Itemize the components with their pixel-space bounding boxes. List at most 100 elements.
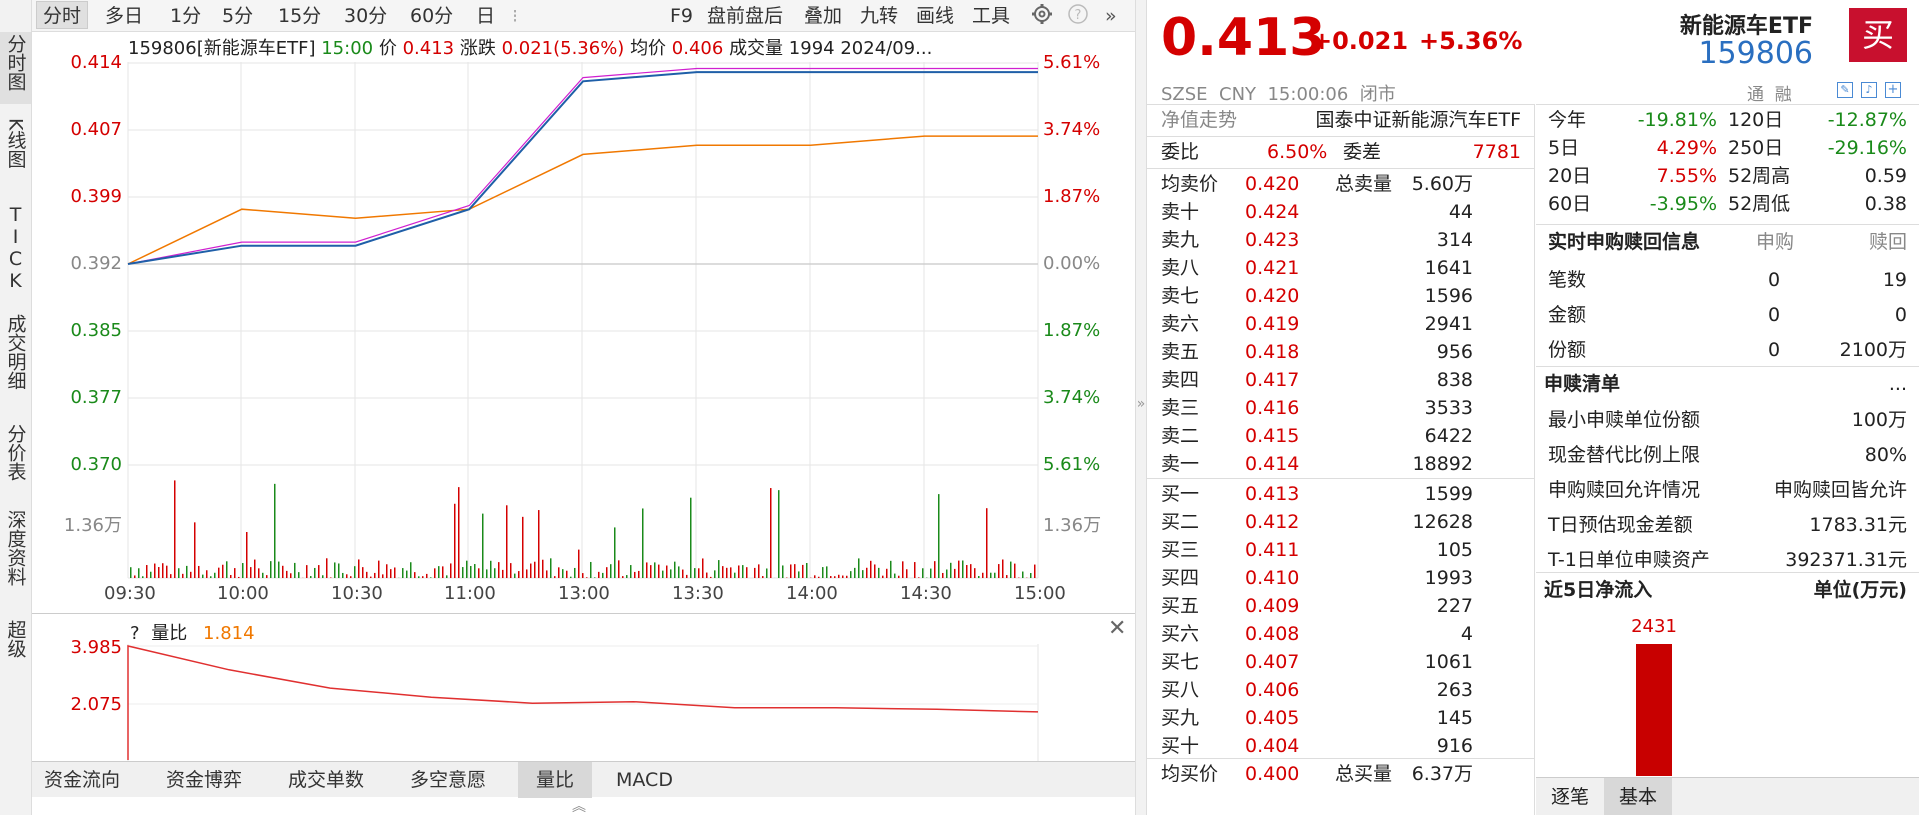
- chevron-up-icon[interactable]: ︽: [572, 799, 586, 815]
- perf-row: 今年 -19.81% 120日 -12.87%: [1548, 109, 1907, 131]
- tab-fund-flow[interactable]: 资金流向: [44, 769, 121, 791]
- bid-row[interactable]: 买二 0.412 12628: [1147, 508, 1535, 536]
- x-label: 11:00: [444, 583, 496, 604]
- vtab-price-table[interactable]: 分价表: [4, 424, 27, 481]
- bid-row[interactable]: 买五 0.409 227: [1147, 592, 1535, 620]
- volume-bar: [598, 571, 600, 578]
- pre-post-market-button[interactable]: 盘前盘后: [707, 5, 784, 27]
- ask-price: 0.424: [1245, 201, 1300, 223]
- bid-avg-row: 均买价 0.400 总买量 6.37万: [1161, 763, 1473, 785]
- volume-bar: [566, 570, 568, 578]
- overlay-button[interactable]: 叠加: [804, 5, 843, 27]
- tab-intraday[interactable]: 分时: [36, 1, 89, 29]
- tab-15min[interactable]: 15分: [278, 5, 322, 27]
- volume-bar: [962, 560, 964, 578]
- ask-row[interactable]: 卖十 0.424 44: [1147, 198, 1535, 226]
- ask-row[interactable]: 卖九 0.423 314: [1147, 226, 1535, 254]
- ask-row[interactable]: 卖五 0.418 956: [1147, 338, 1535, 366]
- volume-bar: [950, 562, 952, 578]
- draw-line-button[interactable]: 画线: [916, 5, 955, 27]
- bid-row[interactable]: 买三 0.411 105: [1147, 536, 1535, 564]
- x-label: 15:00: [1014, 583, 1066, 604]
- volume-bar: [758, 564, 760, 578]
- more-dots-icon[interactable]: ⁝: [512, 5, 519, 27]
- tools-button[interactable]: 工具: [972, 5, 1011, 27]
- tab-1min[interactable]: 1分: [170, 5, 202, 27]
- bid-row[interactable]: 买一 0.413 1599: [1147, 480, 1535, 508]
- bid-row[interactable]: 买九 0.405 145: [1147, 704, 1535, 732]
- list-row: 现金替代比例上限 80%: [1548, 444, 1907, 466]
- tab-5min[interactable]: 5分: [222, 5, 254, 27]
- y-label-right: 3.74%: [1043, 119, 1101, 140]
- tab-30min[interactable]: 30分: [344, 5, 388, 27]
- ask-row[interactable]: 卖七 0.420 1596: [1147, 282, 1535, 310]
- f9-button[interactable]: F9: [670, 5, 694, 27]
- tab-bull-bear[interactable]: 多空意愿: [410, 769, 487, 791]
- more-icon[interactable]: ...: [1888, 373, 1907, 395]
- nav-row[interactable]: 净值走势 国泰中证新能源汽车ETF: [1161, 109, 1521, 131]
- vtab-intraday[interactable]: 分时图: [0, 32, 31, 104]
- ask-row[interactable]: 卖二 0.415 6422: [1147, 422, 1535, 450]
- vtab-tick[interactable]: TICK: [4, 204, 27, 292]
- y-label-left: 0.385: [70, 320, 122, 341]
- flow-bar: [1636, 644, 1672, 776]
- panel-divider[interactable]: »: [1135, 0, 1147, 815]
- ask-row[interactable]: 卖四 0.417 838: [1147, 366, 1535, 394]
- volume-bar: [838, 574, 840, 578]
- bid-row[interactable]: 买六 0.408 4: [1147, 620, 1535, 648]
- bid-label: 买十: [1161, 735, 1200, 757]
- add-icon[interactable]: +: [1885, 82, 1901, 98]
- tab-60min[interactable]: 60分: [410, 5, 454, 27]
- bid-row[interactable]: 买八 0.406 263: [1147, 676, 1535, 704]
- vtab-depth[interactable]: 深度资料: [4, 510, 27, 586]
- vtab-trade-detail[interactable]: 成交明细: [4, 314, 27, 390]
- tab-fund-game[interactable]: 资金博弈: [166, 769, 243, 791]
- volume-bar: [362, 567, 364, 578]
- volume-label: 成交量: [729, 38, 784, 59]
- ask-row[interactable]: 卖八 0.421 1641: [1147, 254, 1535, 282]
- volume-bar: [846, 575, 848, 578]
- vtab-super[interactable]: 超级: [4, 620, 27, 658]
- collapse-arrow-icon[interactable]: »: [1136, 396, 1146, 412]
- buy-button[interactable]: 买: [1849, 8, 1907, 62]
- vtab-kline[interactable]: K线图: [4, 118, 27, 169]
- tab-macd[interactable]: MACD: [616, 769, 673, 791]
- volume-scale-left: 1.36万: [63, 515, 122, 536]
- ask-volume: 2941: [1424, 313, 1473, 335]
- edit-icon[interactable]: ✎: [1837, 82, 1853, 98]
- ask-row[interactable]: 卖六 0.419 2941: [1147, 310, 1535, 338]
- bell-icon[interactable]: ♪: [1861, 82, 1877, 98]
- volume-bar: [230, 575, 232, 578]
- ask-row[interactable]: 卖三 0.416 3533: [1147, 394, 1535, 422]
- tab-basic[interactable]: 基本: [1604, 778, 1672, 815]
- tab-trade-count[interactable]: 成交单数: [288, 769, 365, 791]
- gear-icon[interactable]: [1031, 3, 1053, 31]
- bid-row[interactable]: 买四 0.410 1993: [1147, 564, 1535, 592]
- bid-price: 0.410: [1245, 567, 1300, 589]
- volume-bar: [862, 570, 864, 578]
- help-icon[interactable]: ?: [1067, 3, 1089, 31]
- intraday-chart[interactable]: 159806[新能源车ETF] 15:00 价 0.413 涨跌 0.021(5…: [32, 32, 1135, 606]
- ask-label: 卖三: [1161, 397, 1200, 419]
- tab-multi-day[interactable]: 多日: [105, 5, 144, 27]
- tab-daily[interactable]: 日: [476, 5, 496, 27]
- volume-bar: [646, 562, 648, 578]
- nine-turn-button[interactable]: 九转: [860, 5, 899, 27]
- ask-volume: 18892: [1412, 453, 1473, 475]
- ratio-help-icon[interactable]: ?: [130, 623, 140, 644]
- volume-bar: [470, 566, 472, 578]
- volume-bar: [938, 494, 940, 578]
- volume-bar: [490, 560, 492, 578]
- bid-row[interactable]: 买七 0.407 1061: [1147, 648, 1535, 676]
- volume-bar: [886, 568, 888, 578]
- volume-bar: [678, 566, 680, 578]
- tab-volume-ratio[interactable]: 量比: [518, 762, 592, 798]
- double-chevron-right-icon[interactable]: »: [1105, 5, 1117, 27]
- close-icon[interactable]: ✕: [1108, 616, 1127, 641]
- volume-bar: [754, 567, 756, 578]
- ask-row[interactable]: 卖一 0.414 18892: [1147, 450, 1535, 478]
- volume-bar: [538, 510, 540, 578]
- tab-tick-by-tick[interactable]: 逐笔: [1550, 786, 1589, 808]
- bid-row[interactable]: 买十 0.404 916: [1147, 732, 1535, 760]
- ask-label: 卖七: [1161, 285, 1200, 307]
